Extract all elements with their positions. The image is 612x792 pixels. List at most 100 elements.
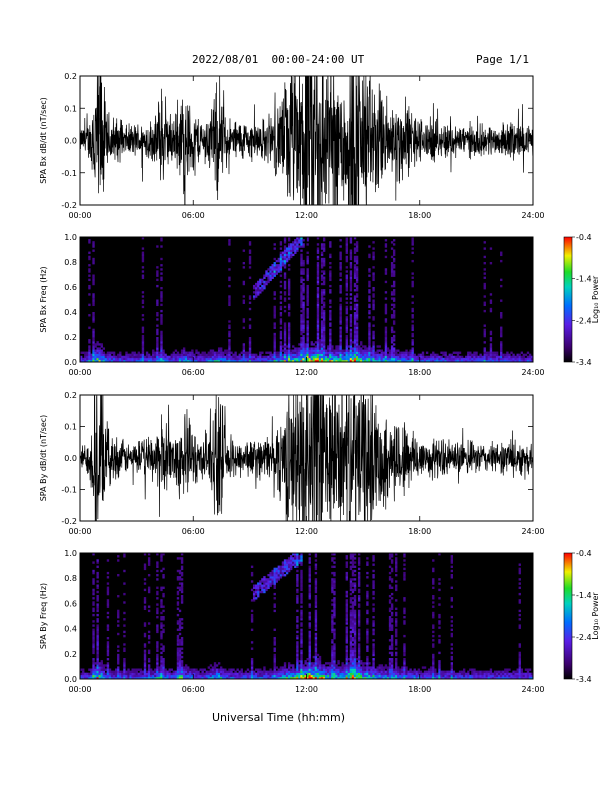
spectrogram-cell xyxy=(333,351,336,354)
spectrogram-cell xyxy=(123,668,126,671)
spectrogram-cell xyxy=(143,357,147,361)
spectrogram-cell xyxy=(415,672,418,676)
spectrogram-cell xyxy=(395,620,398,623)
spectrogram-cell xyxy=(265,586,268,589)
spectrogram-cell xyxy=(310,359,313,362)
spectrogram-cell xyxy=(504,357,507,361)
spectrogram-cell xyxy=(409,353,412,357)
spectrogram-cell xyxy=(349,651,353,655)
spectrogram-cell xyxy=(267,351,270,354)
spectrogram-cell xyxy=(296,239,299,242)
spectrogram-cell xyxy=(273,655,276,659)
spectrogram-cell xyxy=(141,341,145,344)
spectrogram-cell xyxy=(333,664,336,667)
spectrogram-cell xyxy=(180,559,184,562)
spectrogram-cell xyxy=(345,301,348,304)
spectrogram-cell xyxy=(329,357,332,361)
spectrogram-cell xyxy=(467,672,470,676)
spectrogram-cell xyxy=(339,672,342,676)
spectrogram-cell xyxy=(349,578,353,581)
spectrogram-cell xyxy=(287,355,291,359)
spectrogram-cell xyxy=(345,359,348,362)
spectrogram-cell xyxy=(180,626,184,629)
spectrogram-cell xyxy=(82,676,85,679)
spectrogram-cell xyxy=(516,357,519,361)
spectrogram-cell xyxy=(185,666,188,669)
spectrogram-cell xyxy=(341,349,344,352)
spectrogram-cell xyxy=(399,674,402,678)
spectrogram-cell xyxy=(156,332,159,336)
spectrogram-cell xyxy=(255,353,258,357)
spectrogram-cell xyxy=(333,634,336,638)
spectrogram-cell xyxy=(143,359,147,362)
spectrogram-cell xyxy=(209,349,213,352)
spectrogram-cell xyxy=(220,355,223,359)
spectrogram-cell xyxy=(395,660,398,663)
spectrogram-cell xyxy=(156,674,159,678)
spectrogram-cell xyxy=(390,307,394,311)
spectrogram-cell xyxy=(376,670,379,673)
spectrogram-cell xyxy=(143,582,147,585)
spectrogram-cell xyxy=(141,253,145,257)
spectrogram-cell xyxy=(300,672,303,676)
spectrogram-cell xyxy=(296,584,299,587)
spectrogram-cell xyxy=(353,345,357,348)
spectrogram-cell xyxy=(432,639,435,642)
spectrogram-cell xyxy=(349,241,353,244)
spectrogram-cell xyxy=(287,337,291,340)
colorbar-label: Log₁₀ Power xyxy=(591,592,600,640)
spectrogram-cell xyxy=(335,666,338,669)
spectrogram-cell xyxy=(351,639,355,642)
spectrogram-cell xyxy=(281,264,285,267)
spectrogram-cell xyxy=(273,343,276,346)
spectrogram-cell xyxy=(96,637,99,640)
spectrogram-cell xyxy=(386,666,390,669)
spectrogram-cell xyxy=(234,676,237,679)
colorbar-tick-label: -3.4 xyxy=(576,675,592,684)
spectrogram-cell xyxy=(345,307,348,311)
spectrogram-cell xyxy=(421,672,425,676)
spectrogram-cell xyxy=(364,357,367,361)
spectrogram-cell xyxy=(395,349,398,352)
spectrogram-cell xyxy=(322,357,326,361)
spectrogram-cell xyxy=(294,559,297,562)
spectrogram-cell xyxy=(382,666,386,669)
spectrogram-cell xyxy=(483,309,486,313)
spectrogram-cell xyxy=(308,578,311,581)
spectrogram-cell xyxy=(302,303,305,307)
spectrogram-cell xyxy=(252,297,256,300)
spectrogram-cell xyxy=(357,603,361,606)
spectrogram-cell xyxy=(302,359,305,362)
spectrogram-cell xyxy=(368,326,371,329)
spectrogram-cell xyxy=(395,666,398,669)
spectrogram-cell xyxy=(339,264,342,267)
spectrogram-cell xyxy=(162,645,165,648)
spectrogram-cell xyxy=(316,307,320,311)
spectrogram-cell xyxy=(489,247,493,250)
spectrogram-cell xyxy=(362,672,365,676)
spectrogram-cell xyxy=(287,278,291,282)
spectrogram-cell xyxy=(401,353,404,357)
spectrogram-cell xyxy=(331,559,334,562)
spectrogram-cell xyxy=(364,355,367,359)
spectrogram-cell xyxy=(279,674,283,678)
spectrogram-cell xyxy=(269,274,272,277)
spectrogram-cell xyxy=(467,359,470,362)
spectrogram-cell xyxy=(349,318,353,321)
spectrogram-cell xyxy=(255,282,258,286)
spectrogram-cell xyxy=(222,353,225,357)
spectrogram-cell xyxy=(432,578,435,581)
spectrogram-cell xyxy=(86,674,89,678)
spectrogram-cell xyxy=(123,672,126,676)
spectrogram-cell xyxy=(475,359,478,362)
spectrogram-cell xyxy=(413,670,416,673)
spectrogram-cell xyxy=(180,674,184,678)
spectrogram-cell xyxy=(335,347,338,350)
spectrogram-cell xyxy=(255,588,258,592)
spectrogram-cell xyxy=(329,330,332,334)
spectrogram-cell xyxy=(322,264,326,267)
spectrogram-cell xyxy=(390,347,394,350)
spectrogram-cell xyxy=(357,676,361,679)
spectrogram-cell xyxy=(483,324,486,327)
spectrogram-cell xyxy=(287,662,291,665)
